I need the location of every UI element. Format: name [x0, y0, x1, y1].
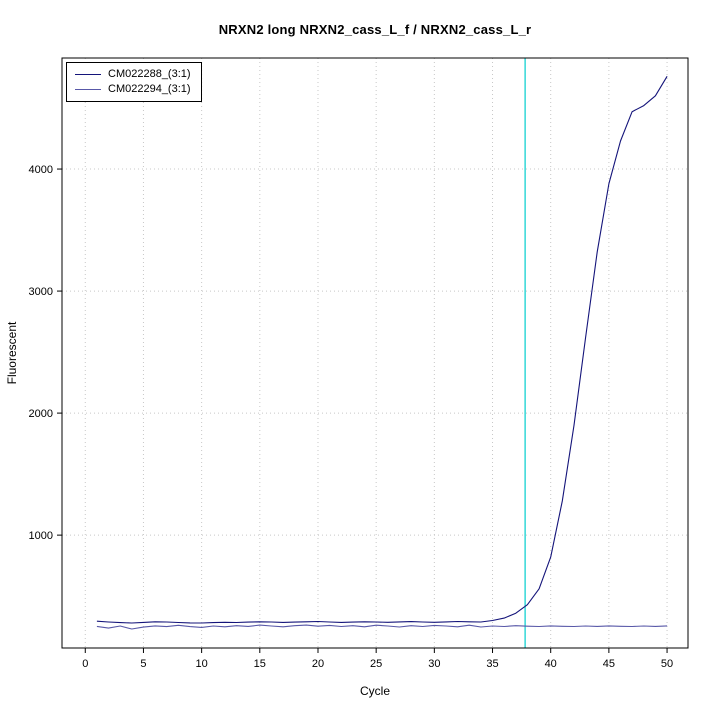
x-tick-label: 0 — [82, 658, 88, 670]
x-tick-label: 15 — [254, 658, 266, 670]
series-line-0 — [96, 76, 668, 624]
x-tick-label: 30 — [428, 658, 440, 670]
series-line-1 — [96, 624, 668, 630]
x-axis-label: Cycle — [359, 684, 390, 698]
x-tick-label: 40 — [545, 658, 557, 670]
x-tick-label: 45 — [603, 658, 615, 670]
y-tick-label: 3000 — [29, 286, 53, 298]
chart-title: NRXN2 long NRXN2_cass_L_f / NRXN2_cass_L… — [218, 22, 532, 37]
y-tick-label: 2000 — [29, 408, 53, 420]
x-tick-label: 35 — [486, 658, 498, 670]
x-tick-label: 5 — [140, 658, 146, 670]
x-tick-label: 25 — [370, 658, 382, 670]
y-tick-label: 1000 — [29, 530, 53, 542]
legend-series-label: CM022294_(3:1) — [108, 83, 191, 95]
legend: CM022288_(3:1) CM022294_(3:1) — [66, 62, 202, 102]
x-tick-label: 20 — [312, 658, 324, 670]
plot-border — [61, 57, 689, 649]
legend-line-swatch — [75, 74, 101, 75]
x-tick-label: 10 — [196, 658, 208, 670]
legend-item: CM022288_(3:1) — [75, 67, 191, 82]
legend-series-label: CM022288_(3:1) — [108, 68, 191, 80]
legend-line-swatch — [75, 89, 101, 90]
x-tick-label: 50 — [661, 658, 673, 670]
y-tick-label: 4000 — [29, 164, 53, 176]
legend-item: CM022294_(3:1) — [75, 82, 191, 97]
